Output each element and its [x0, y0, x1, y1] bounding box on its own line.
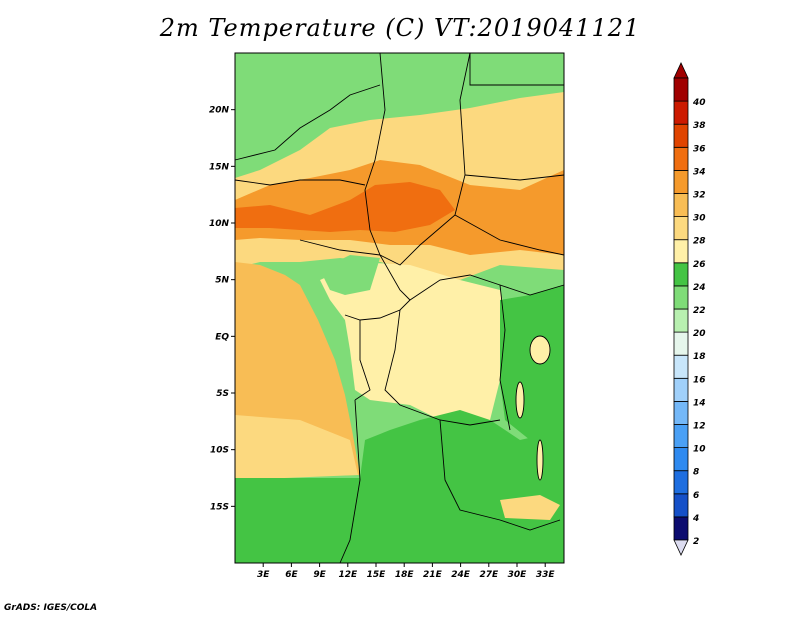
lat-tick-label: 10S: [210, 446, 229, 456]
colorbar-swatch: [673, 424, 689, 449]
lon-tick-label: 18E: [395, 570, 415, 580]
border-line: [234, 179, 366, 186]
colorbar-swatch: [673, 470, 689, 495]
lat-tick-label: 10N: [209, 219, 230, 229]
lon-tick-label: 6E: [285, 570, 298, 580]
region-sahel-band: [235, 415, 358, 480]
lon-tick-label: 3E: [257, 570, 270, 580]
border-line: [234, 84, 381, 161]
colorbar-swatch: [673, 193, 689, 218]
lon-tick-label: 15E: [367, 570, 387, 580]
border-line: [344, 299, 411, 321]
region-sahel-band: [500, 495, 560, 520]
colorbar-label: 10: [693, 445, 706, 455]
region-congo-basin: [320, 262, 510, 420]
lat-tick-label: 5S: [216, 389, 229, 399]
colorbar-label: 38: [693, 121, 706, 131]
colorbar-label: 32: [693, 191, 706, 201]
country-borders: [234, 52, 565, 564]
colorbar-label: 2: [693, 537, 699, 547]
colorbar-swatch: [673, 331, 689, 356]
colorbar-swatch: [673, 146, 689, 171]
border-line: [439, 419, 561, 531]
lake-outline: [536, 439, 544, 481]
border-line: [469, 53, 564, 86]
border-line: [384, 309, 501, 426]
colorbar-label: 6: [693, 491, 699, 501]
region-southern-green: [235, 410, 564, 563]
colorbar-label: 24: [693, 283, 706, 293]
colorbar-label: 28: [693, 237, 706, 247]
lat-tick-label: 15S: [210, 502, 229, 512]
colorbar-swatch: [673, 169, 689, 194]
colorbar-swatch: [673, 77, 689, 102]
colorbar-label: 22: [693, 306, 706, 316]
colorbar-label: 40: [692, 98, 706, 108]
lat-tick-label: 20N: [209, 106, 230, 116]
temperature-field: [235, 53, 564, 563]
region-sahara-north: [320, 255, 380, 295]
colorbar-swatch: [673, 377, 689, 402]
lake-outline: [529, 335, 551, 365]
lon-tick-label: 30E: [508, 570, 528, 580]
lon-tick-label: 27E: [479, 570, 499, 580]
colorbar-label: 14: [693, 398, 706, 408]
colorbar-label: 34: [693, 167, 706, 177]
border-line: [339, 399, 361, 564]
colorbar-label: 18: [693, 352, 706, 362]
colorbar-label: 4: [692, 514, 699, 524]
colorbar-label: 36: [693, 144, 706, 154]
latitude-axis: 20N 15N 10N 5N EQ 5S 10S 15S: [209, 106, 235, 512]
lon-tick-label: 24E: [451, 570, 471, 580]
border-line: [379, 254, 565, 301]
map-frame: [234, 52, 565, 564]
colorbar-under-arrow: [673, 539, 689, 556]
colorbar-over-arrow: [673, 62, 689, 79]
colorbar-label: 16: [693, 375, 706, 385]
colorbar-swatch: [673, 216, 689, 241]
lon-tick-label: 21E: [423, 570, 443, 580]
border-line: [299, 239, 381, 256]
lake-outline: [515, 381, 525, 419]
colorbar-swatch: [673, 285, 689, 310]
lat-tick-label: EQ: [215, 332, 229, 342]
colorbar-swatch: [673, 308, 689, 333]
colorbar-swatch: [673, 493, 689, 518]
colorbar-label: 12: [693, 422, 706, 432]
colorbar-label: 20: [693, 329, 706, 339]
lon-tick-label: 9E: [313, 570, 326, 580]
lon-tick-label: 12E: [338, 570, 358, 580]
colorbar-swatch: [673, 354, 689, 379]
grads-credit: GrADS: IGES/COLA: [4, 603, 98, 613]
colorbar-swatch: [673, 100, 689, 125]
border-line: [499, 284, 511, 431]
lon-tick-label: 33E: [536, 570, 556, 580]
border-line: [464, 174, 565, 181]
longitude-axis: 3E 6E 9E 12E 15E 18E 21E 24E 27E 30E 33E: [257, 563, 555, 580]
colorbar-swatch: [673, 123, 689, 148]
colorbar-label: 30: [693, 214, 706, 224]
colorbar-label: 8: [693, 468, 699, 478]
border-line: [354, 320, 371, 401]
colorbar-label: 26: [693, 260, 706, 270]
colorbar-swatch: [673, 447, 689, 472]
colorbar-swatch: [673, 516, 689, 541]
region-southern-green: [500, 285, 564, 440]
colorbar-swatch: [673, 400, 689, 425]
map-title: 2m Temperature (C) VT:2019041121: [159, 14, 641, 42]
region-hot-core: [235, 182, 455, 232]
colorbar-swatch: [673, 239, 689, 264]
lat-tick-label: 5N: [215, 276, 229, 286]
colorbar-swatch: [673, 262, 689, 287]
border-line: [454, 214, 565, 256]
lat-tick-label: 15N: [209, 162, 230, 172]
border-line: [364, 52, 471, 266]
